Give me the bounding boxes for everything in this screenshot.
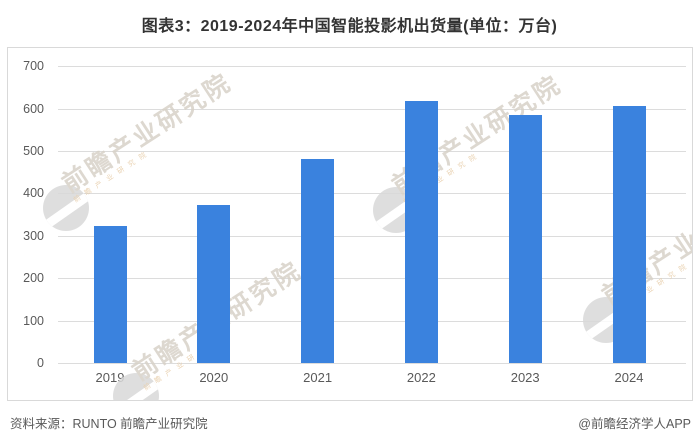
watermark-text: 前瞻产业研究院 <box>57 68 238 199</box>
x-axis-label-2022: 2022 <box>406 370 436 385</box>
bar-2020 <box>197 205 231 363</box>
gridline-300 <box>58 235 686 237</box>
y-axis-tick-500: 500 <box>23 144 44 158</box>
y-axis-tick-200: 200 <box>23 271 44 286</box>
y-axis-tick-300: 300 <box>23 228 44 243</box>
y-axis-tick-0: 0 <box>37 356 44 370</box>
bar-2024 <box>612 106 646 363</box>
plot-area: 前瞻产业研究院 前瞻产业研究院 前瞻产业研究院 前瞻产业研究院 前瞻产业研究院 前瞻产业研… <box>7 47 693 401</box>
x-axis-label-2019: 2019 <box>95 370 125 385</box>
y-axis-tick-400: 400 <box>23 186 44 201</box>
x-axis-label-2023: 2023 <box>510 370 540 385</box>
bar-2022 <box>404 100 438 363</box>
gridline-500 <box>58 151 686 152</box>
x-axis-label-2024: 2024 <box>614 370 644 385</box>
bar-2021 <box>301 159 335 363</box>
gridline-400 <box>58 193 686 195</box>
gridline-200 <box>58 278 686 280</box>
qianzhan-logo-icon <box>43 185 89 231</box>
chart-title: 图表3：2019-2024年中国智能投影机出货量(单位：万台) <box>141 18 558 35</box>
x-axis-label-2021: 2021 <box>303 370 333 385</box>
bar-2023 <box>508 114 542 363</box>
gridline-600 <box>58 108 686 110</box>
gridline-100 <box>58 320 686 322</box>
bar-2019 <box>93 225 127 363</box>
y-axis-tick-100: 100 <box>23 313 44 328</box>
gridline-700 <box>58 66 686 68</box>
gridline-0 <box>58 363 686 364</box>
source-text: 资料来源：RUNTO 前瞻产业研究院 <box>10 417 208 431</box>
watermark-1: 前瞻产业研究院 前瞻产业研究院 <box>43 68 273 231</box>
y-axis-tick-600: 600 <box>23 101 44 116</box>
x-axis-label-2020: 2020 <box>199 370 229 385</box>
credit-text: @前瞻经济学人APP <box>578 417 691 431</box>
y-axis-tick-700: 700 <box>23 59 44 74</box>
chart-footer: 资料来源：RUNTO 前瞻产业研究院 @前瞻经济学人APP <box>10 413 691 431</box>
